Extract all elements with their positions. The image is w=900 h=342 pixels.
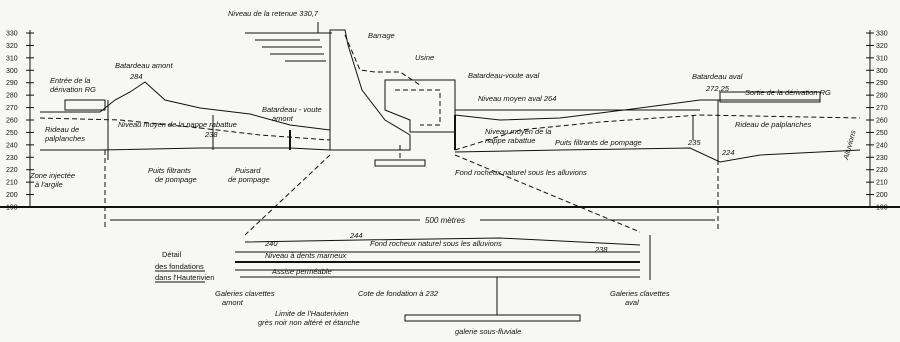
axis-label: 320 (876, 43, 888, 50)
label: 240 (264, 239, 278, 248)
axis-label: 190 (876, 205, 888, 212)
plant (384, 79, 456, 133)
label: Rideau de palplanches (735, 120, 812, 129)
axis-label: 210 (876, 180, 888, 187)
label: Entrée de la (50, 76, 90, 85)
axis-label: 230 (876, 155, 888, 162)
detail-rock (244, 237, 641, 246)
axis-label: 270 (876, 105, 888, 112)
label: Niveau moyen aval 264 (478, 94, 556, 103)
label: grès noir non altéré et étanche (258, 318, 360, 327)
label: Fond rocheux naturel sous les alluvions (455, 168, 587, 177)
axis-label: 230 (6, 155, 18, 162)
label: aval (625, 298, 639, 307)
label: 238 (594, 245, 608, 254)
label: Batardeau - voute (262, 105, 322, 114)
axis-label: 310 (6, 55, 18, 62)
label: Rideau de (45, 125, 79, 134)
label: Puisard (235, 166, 261, 175)
axis-label: 300 (876, 68, 888, 75)
axis-label: 240 (876, 142, 888, 149)
axis-label: 200 (6, 192, 18, 199)
label: Batardeau aval (692, 72, 743, 81)
right-water-table (454, 114, 861, 151)
label: Batardeau-voute aval (468, 71, 540, 80)
label: 284 (129, 72, 143, 81)
axis-label: 270 (6, 105, 18, 112)
label: Cote de fondation à 232 (358, 289, 439, 298)
axis-label: 260 (876, 118, 888, 125)
callout-line (454, 154, 641, 233)
label: 224 (721, 148, 735, 157)
detail-title: des fondations (155, 262, 204, 271)
axis-label: 300 (6, 68, 18, 75)
axis-label: 240 (6, 142, 18, 149)
label: Galeries clavettes (215, 289, 275, 298)
label: 238 (204, 130, 218, 139)
label: Alluvions (841, 129, 858, 162)
axis-label: 290 (876, 80, 888, 87)
label: Batardeau amont (115, 61, 173, 70)
label: amont (222, 298, 244, 307)
axis-label: 260 (6, 118, 18, 125)
diversion-outlet (719, 91, 821, 103)
label: Sortie de la dérivation RG (745, 88, 831, 97)
axis-label: 220 (876, 167, 888, 174)
axis-label: 330 (6, 31, 18, 38)
left-water-table (39, 117, 331, 141)
dam-outline (344, 34, 421, 86)
axis-label: 250 (6, 130, 18, 137)
label: dérivation RG (50, 85, 96, 94)
axis-label: 290 (6, 80, 18, 87)
label: Niveau moyen de la nappe rabattue (118, 120, 237, 129)
label: Galeries clavettes (610, 289, 670, 298)
axis-label: 280 (6, 93, 18, 100)
dimension-label: 500 mètres (425, 216, 465, 225)
label: palplanches (44, 134, 85, 143)
label: 272,25 (705, 84, 730, 93)
label: amont (272, 114, 294, 123)
label: Niveau moyen de la (485, 127, 551, 136)
label: Fond rocheux naturel sous les alluvions (370, 239, 502, 248)
dam (329, 29, 411, 151)
axis-label: 320 (6, 43, 18, 50)
axis-label: 310 (876, 55, 888, 62)
callout-line (244, 154, 331, 236)
detail-title: dans l'Hauterivien (155, 273, 214, 282)
label: 244 (349, 231, 363, 240)
label: Limite de l'Hauterivien (275, 309, 349, 318)
axis-label: 280 (876, 93, 888, 100)
axis-label: 200 (876, 192, 888, 199)
axis-label: 250 (876, 130, 888, 137)
diversion-inlet (64, 99, 106, 111)
label: nappe rabattue (485, 136, 535, 145)
label: de pompage (155, 175, 197, 184)
gallery (404, 314, 581, 322)
axis-label: 190 (6, 205, 18, 212)
label: à l'argile (35, 180, 63, 189)
label: Barrage (368, 31, 395, 40)
label: Niveau de la retenue 330,7 (228, 9, 319, 18)
label: de pompage (228, 175, 270, 184)
label: galerie sous-fluviale (455, 327, 521, 336)
plant-inner (395, 89, 441, 126)
label: Assise perméable (271, 267, 332, 276)
label: Puits filtrants de pompage (555, 138, 642, 147)
foundation-block (374, 159, 426, 167)
label: Zone injectée (29, 171, 75, 180)
label: Niveau à dents marneux (265, 251, 347, 260)
axis-label: 210 (6, 180, 18, 187)
label: 235 (687, 138, 701, 147)
axis-label: 220 (6, 167, 18, 174)
label: Usine (415, 53, 434, 62)
reservoir-hatch (255, 39, 326, 62)
left-rock (40, 147, 331, 151)
label: Puits filtrants (148, 166, 191, 175)
right-rock (454, 147, 861, 163)
axis-label: 330 (876, 31, 888, 38)
detail-title: Détail (162, 250, 182, 259)
